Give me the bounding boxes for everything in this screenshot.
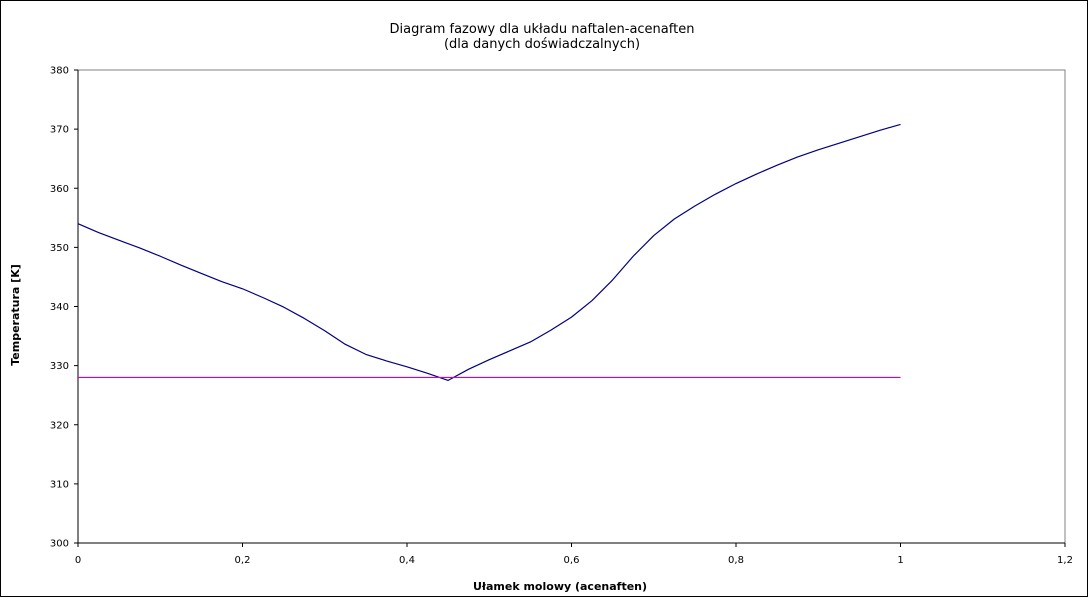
y-tick-label: 300 [50,539,69,550]
y-axis-title: Temperatura [K] [9,264,22,366]
x-tick-label: 0,2 [235,555,251,566]
x-tick-label: 1 [897,555,903,566]
plot-area [77,69,1066,544]
y-axis: 300 310 320 330 340 350 360 370 380 [50,66,79,550]
y-tick-label: 360 [50,184,69,195]
x-tick-label: 0,4 [399,555,415,566]
chart-title: Diagram fazowy dla układu naftalen-acena… [390,22,695,37]
series-layer [77,123,901,382]
y-tick-label: 310 [50,479,69,490]
y-tick-label: 380 [50,66,69,77]
chart-subtitle: (dla danych doświadczalnych) [444,37,640,52]
y-tick-label: 320 [50,420,69,431]
y-tick-label: 370 [50,125,69,136]
y-tick-label: 340 [50,302,69,313]
x-tick-label: 0,6 [564,555,580,566]
x-tick-label: 0 [75,555,81,566]
y-tick-label: 330 [50,361,69,372]
x-tick-label: 1,2 [1057,555,1073,566]
x-tick-label: 0,8 [728,555,744,566]
x-axis-title: Ułamek molowy (acenaften) [473,580,647,593]
liquidus-line [77,123,901,382]
y-tick-label: 350 [50,243,69,254]
x-axis: 0 0,2 0,4 0,6 0,8 1 1,2 [75,542,1073,566]
